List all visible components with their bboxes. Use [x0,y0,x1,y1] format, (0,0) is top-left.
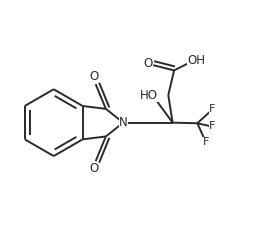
Text: O: O [143,57,153,70]
Text: O: O [90,70,99,83]
Text: OH: OH [187,54,205,67]
Text: F: F [209,121,216,131]
Text: N: N [119,116,128,129]
Text: O: O [90,162,99,175]
Text: F: F [203,137,209,147]
Text: F: F [209,104,216,114]
Text: HO: HO [140,89,157,102]
